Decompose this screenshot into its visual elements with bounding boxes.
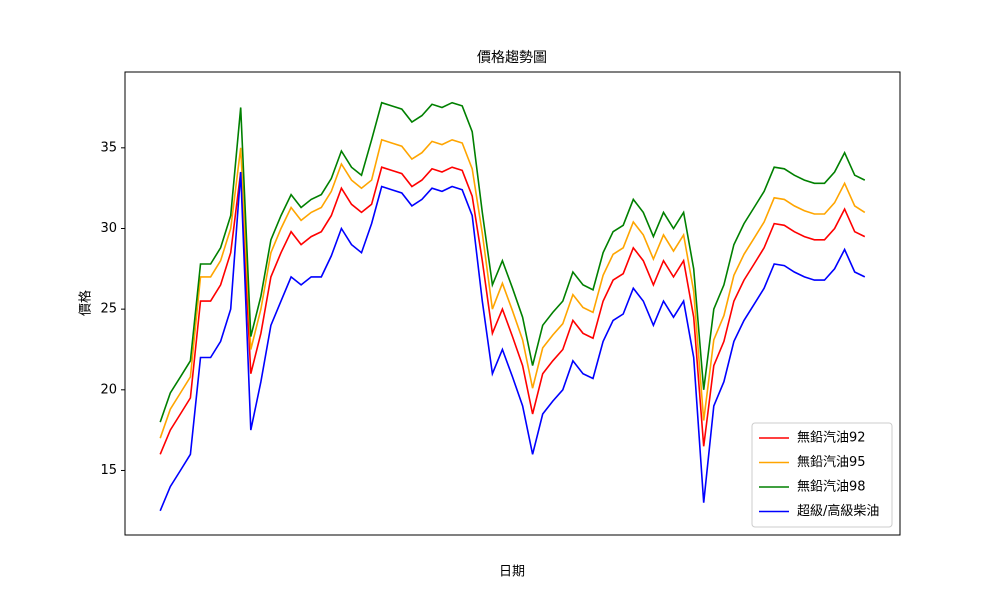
series-line (159, 138, 866, 439)
plot-frame (124, 71, 901, 536)
chart-title: 價格趨勢圖 (477, 49, 547, 66)
series-line (159, 101, 866, 423)
y-axis-label: 價格 (78, 290, 94, 316)
series-line (159, 171, 866, 512)
y-tick-label: 35 (100, 140, 117, 155)
legend-box (751, 422, 893, 528)
legend-label: 超級/高級柴油 (797, 503, 879, 519)
series-line (159, 166, 866, 455)
y-tick-label: 30 (100, 221, 117, 236)
x-axis-label: 日期 (499, 565, 525, 580)
legend-label: 無鉛汽油92 (797, 431, 866, 446)
legend-label: 無鉛汽油95 (797, 455, 866, 470)
y-tick-label: 25 (100, 302, 117, 317)
y-tick-label: 15 (100, 463, 117, 478)
y-tick-label: 20 (100, 382, 117, 397)
legend-label: 無鉛汽油98 (797, 480, 866, 495)
